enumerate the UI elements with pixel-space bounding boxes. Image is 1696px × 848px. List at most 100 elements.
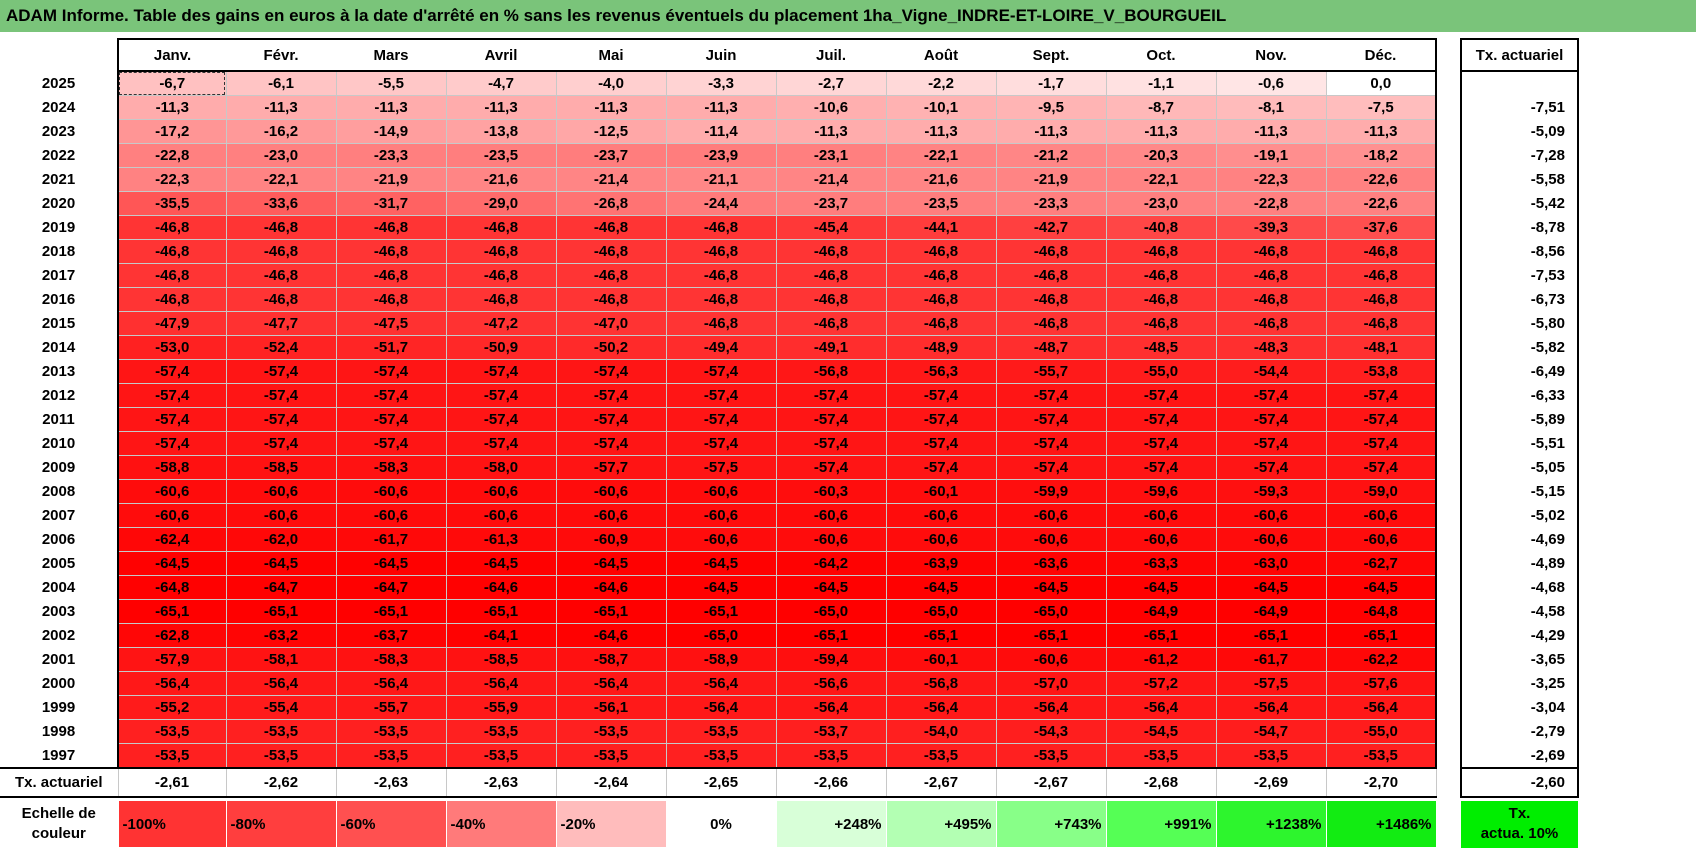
year-label: 2010 [0, 431, 118, 456]
gain-cell: -60,6 [665, 527, 777, 552]
gain-cell: -45,4 [775, 215, 887, 240]
gain-cell: -60,1 [885, 647, 997, 672]
scale-swatch: 0% [665, 800, 777, 848]
gain-cell: -57,4 [1105, 407, 1217, 432]
gain-cell: -24,4 [665, 191, 777, 216]
gain-cell: -55,4 [225, 695, 337, 720]
month-header: Nov. [1216, 38, 1326, 72]
table-row: 1997 -53,5 -53,5 -53,5 -53,5 -53,5 -53,5 -53,5-… [0, 743, 1579, 769]
row-tx-actuariel: -6,49 [1460, 359, 1579, 384]
gain-cell: -57,4 [225, 431, 337, 456]
gain-cell: -60,6 [1105, 503, 1217, 528]
gain-cell: -57,4 [995, 383, 1107, 408]
summary-cell: -2,63 [335, 767, 447, 798]
table-row: 2024 -11,3 -11,3 -11,3 -11,3 -11,3 -11,3 -10,6-… [0, 95, 1579, 120]
gain-cell: -56,4 [1215, 695, 1327, 720]
year-label: 2006 [0, 527, 118, 552]
gain-cell: -64,6 [555, 623, 667, 648]
gain-cell: -57,4 [1215, 383, 1327, 408]
gain-cell: -46,8 [1215, 311, 1327, 336]
spacer [1436, 801, 1461, 848]
gain-cell: -57,4 [225, 359, 337, 384]
row-tx-actuariel: -4,69 [1460, 527, 1579, 552]
gain-cell: -46,8 [445, 215, 557, 240]
gain-cell: -46,8 [775, 263, 887, 288]
table-row: 2013 -57,4 -57,4 -57,4 -57,4 -57,4 -57,4 -56,8-… [0, 359, 1579, 384]
spacer [1436, 455, 1461, 480]
gain-cell: -53,5 [1105, 743, 1217, 769]
scale-swatch: +495% [885, 800, 997, 848]
table-row: 2010 -57,4 -57,4 -57,4 -57,4 -57,4 -57,4 -57,4-… [0, 431, 1579, 456]
gain-cell: -59,4 [775, 647, 887, 672]
year-label: 2013 [0, 359, 118, 384]
scale-label: Echelle de couleur [0, 800, 118, 848]
gain-cell: -23,1 [775, 143, 887, 168]
spacer [1436, 768, 1461, 797]
scale-swatch: +1486% [1325, 800, 1437, 848]
year-label: 2005 [0, 551, 118, 576]
gain-cell: -57,4 [445, 359, 557, 384]
spacer [1436, 215, 1461, 240]
month-header: Mars [336, 38, 446, 72]
gain-cell: -53,5 [775, 743, 887, 769]
spacer [1436, 167, 1461, 192]
summary-label: Tx. actuariel [0, 767, 118, 798]
gain-cell: -64,7 [225, 575, 337, 600]
gain-cell: -22,6 [1325, 167, 1437, 192]
month-header: Juil. [776, 38, 886, 72]
gain-cell: -62,4 [117, 527, 227, 552]
row-tx-actuariel: -5,05 [1460, 455, 1579, 480]
spacer [1436, 359, 1461, 384]
gain-cell: -47,9 [117, 311, 227, 336]
year-label: 2023 [0, 119, 118, 144]
row-tx-actuariel: -5,15 [1460, 479, 1579, 504]
gain-cell: -9,5 [995, 95, 1107, 120]
gain-cell: -46,8 [117, 287, 227, 312]
gain-cell: -57,5 [665, 455, 777, 480]
spacer [1436, 743, 1461, 768]
gain-cell: -46,8 [335, 215, 447, 240]
row-tx-actuariel: -3,25 [1460, 671, 1579, 696]
gain-cell: -46,8 [1325, 311, 1437, 336]
year-label: 2009 [0, 455, 118, 480]
year-label: 2002 [0, 623, 118, 648]
row-tx-actuariel: -3,65 [1460, 647, 1579, 672]
spacer [1436, 143, 1461, 168]
table-row: 2012 -57,4 -57,4 -57,4 -57,4 -57,4 -57,4 -57,4-… [0, 383, 1579, 408]
gain-cell: -53,5 [117, 719, 227, 744]
gain-cell: -60,6 [335, 503, 447, 528]
gain-cell: -53,5 [445, 719, 557, 744]
gain-cell: -42,7 [995, 215, 1107, 240]
month-header: Févr. [226, 38, 336, 72]
gain-cell: -46,8 [1105, 311, 1217, 336]
year-label: 2020 [0, 191, 118, 216]
gain-cell: -61,7 [335, 527, 447, 552]
gain-cell: -0,6 [1215, 70, 1327, 96]
gain-cell: -60,6 [555, 503, 667, 528]
gain-cell: -65,1 [885, 623, 997, 648]
gain-cell: -53,5 [555, 743, 667, 769]
gain-cell: -64,5 [335, 551, 447, 576]
table-row: 2018 -46,8 -46,8 -46,8 -46,8 -46,8 -46,8 -46,8-… [0, 239, 1579, 264]
gain-cell: -56,8 [885, 671, 997, 696]
gain-cell: -46,8 [117, 215, 227, 240]
gain-cell: -46,8 [555, 239, 667, 264]
table-row: 2021 -22,3 -22,1 -21,9 -21,6 -21,4 -21,1 -21,4-… [0, 167, 1579, 192]
gain-cell: -56,4 [775, 695, 887, 720]
year-label: 2022 [0, 143, 118, 168]
table-row: 2025 -6,7 -6,1 -5,5 -4,7 -4,0 -3,3 -2,7 -2,2 -1,7… [0, 70, 1579, 96]
gain-cell: -63,7 [335, 623, 447, 648]
gain-cell: -46,8 [885, 263, 997, 288]
gain-cell: -57,4 [1325, 431, 1437, 456]
spacer [1436, 575, 1461, 600]
gain-cell: -14,9 [335, 119, 447, 144]
gain-cell: -59,6 [1105, 479, 1217, 504]
year-label: 1998 [0, 719, 118, 744]
spacer [1436, 695, 1461, 720]
color-scale: Echelle de couleur -100% -80% -60% -40% -20% 0%… [0, 800, 1578, 848]
table-row: 2007 -60,6 -60,6 -60,6 -60,6 -60,6 -60,6 -60,6-… [0, 503, 1579, 528]
gain-cell: -61,2 [1105, 647, 1217, 672]
gain-cell: -50,9 [445, 335, 557, 360]
gain-cell: -65,1 [995, 623, 1107, 648]
gain-cell: -65,1 [665, 599, 777, 624]
